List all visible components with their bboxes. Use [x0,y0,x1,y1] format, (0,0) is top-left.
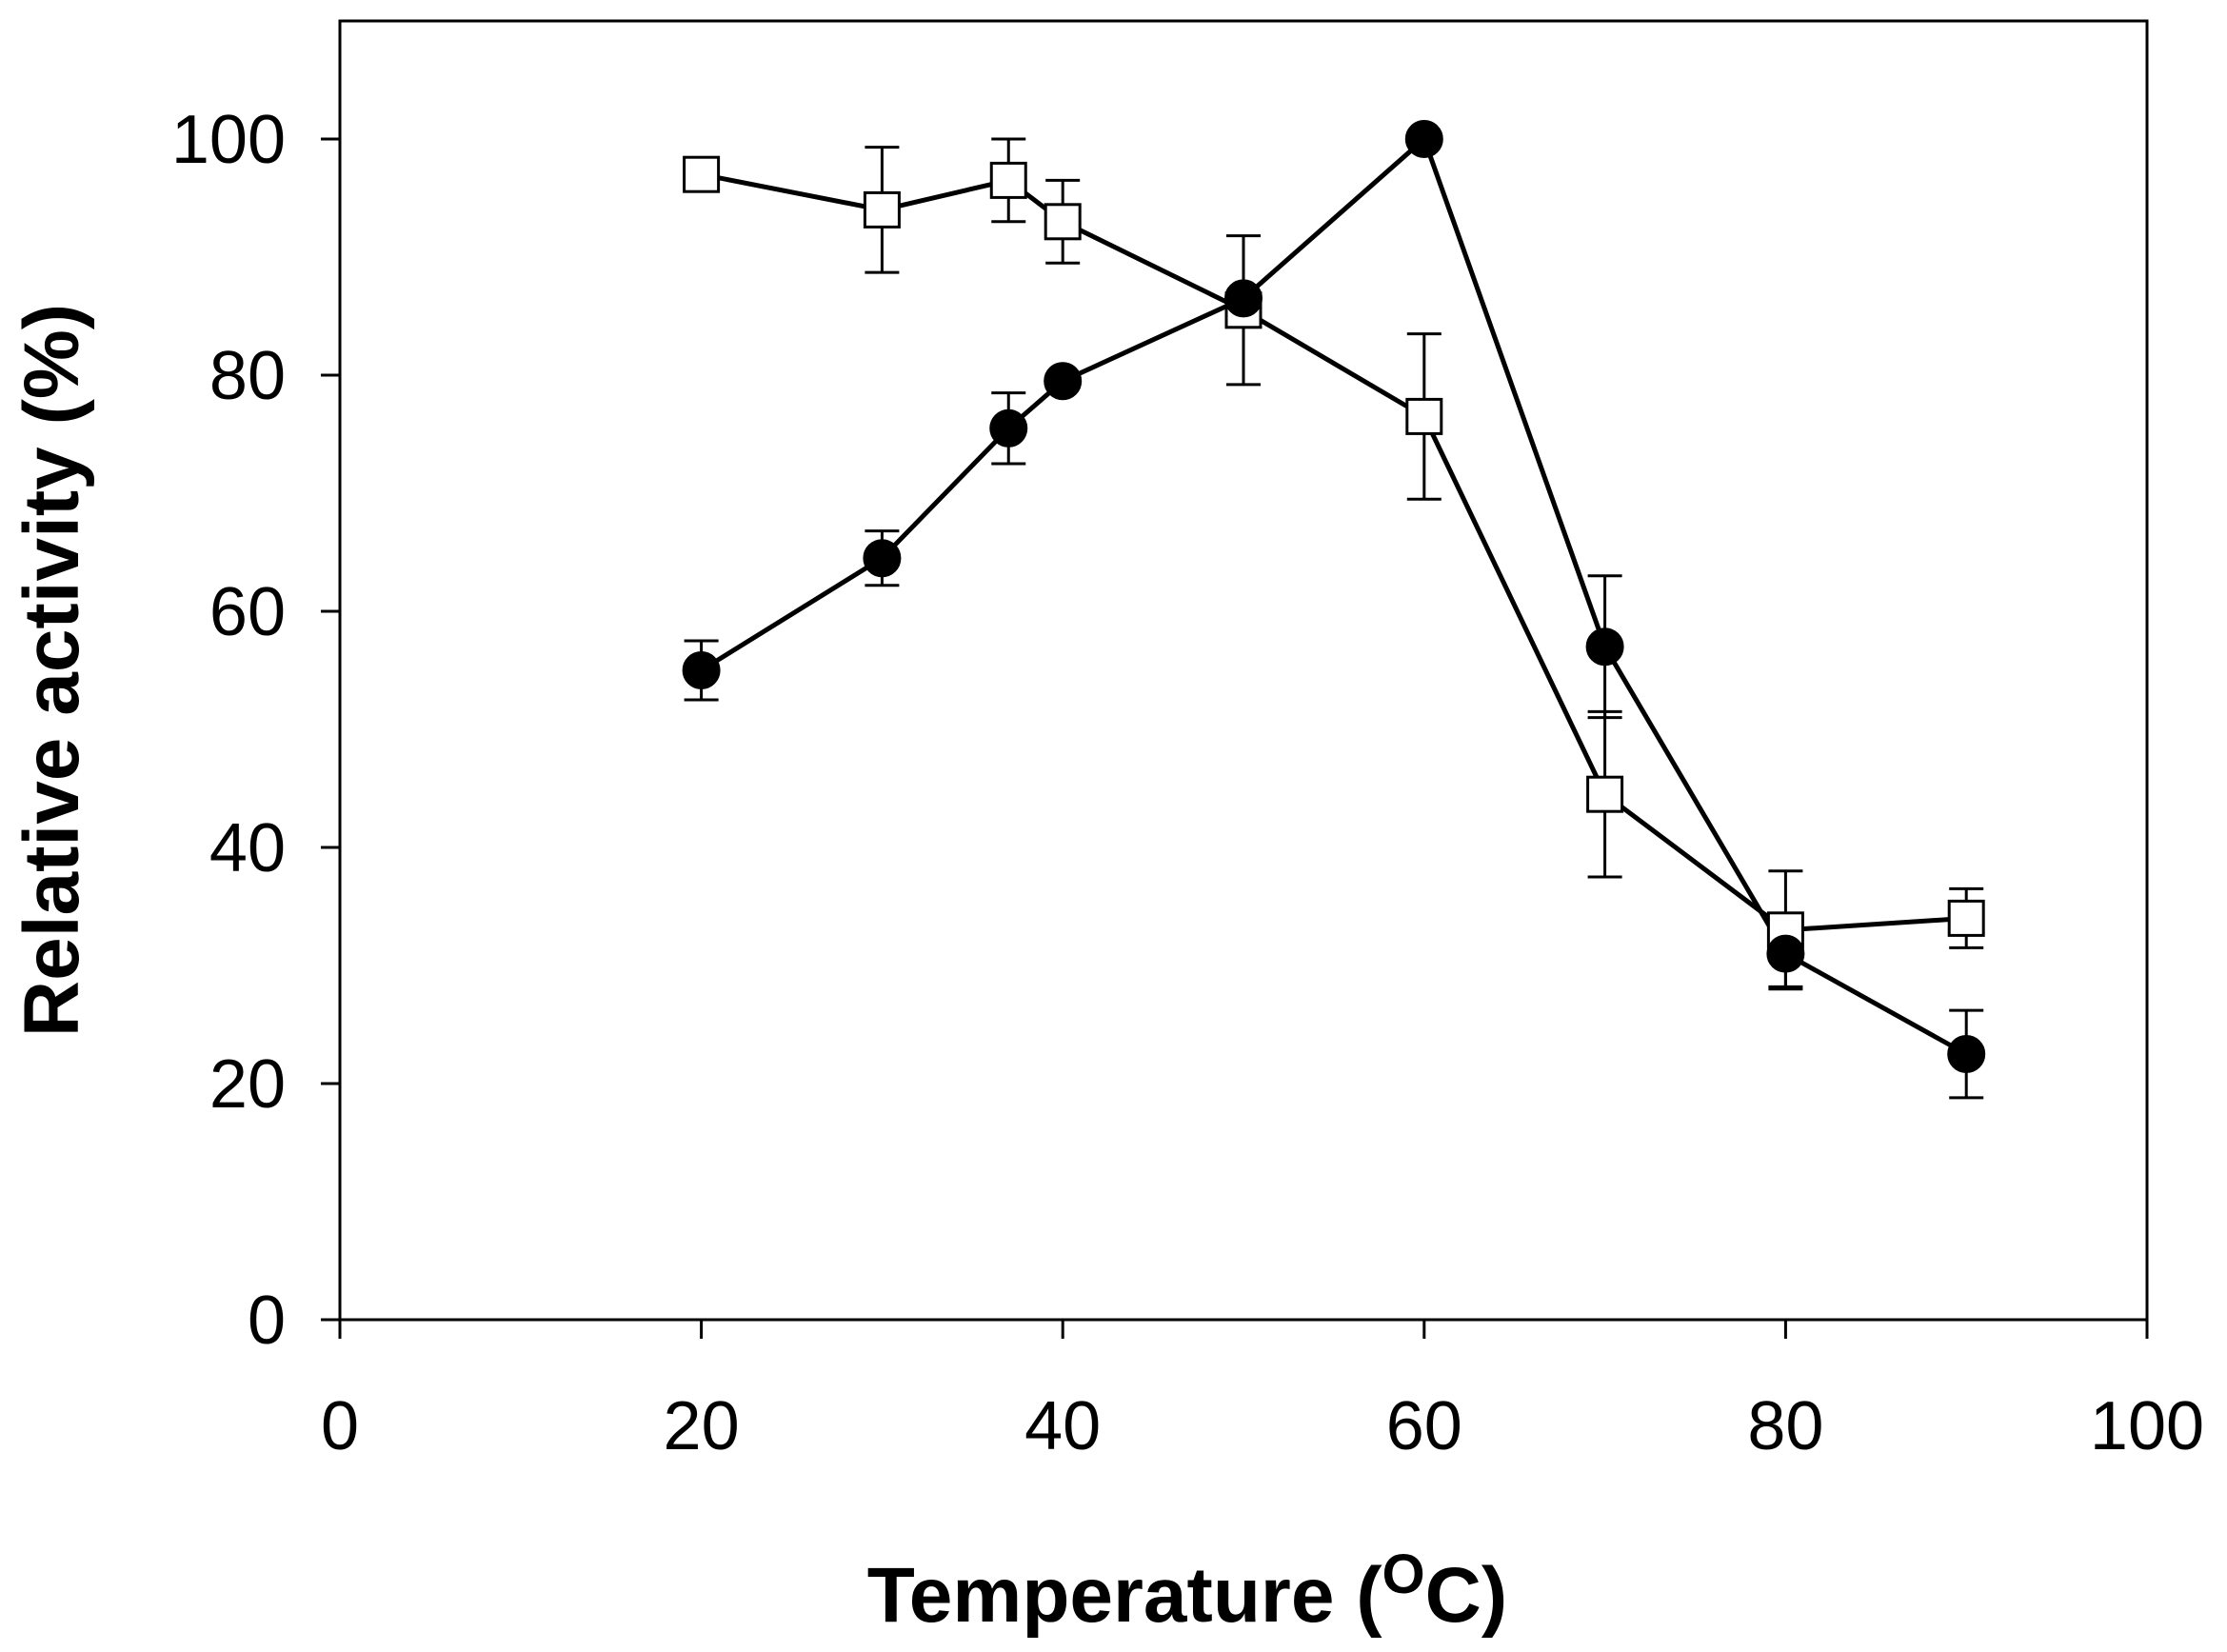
data-point-circle [1585,627,1624,667]
y-tick-label: 20 [209,1046,286,1123]
data-point-circle [1766,934,1805,973]
data-point-circle [863,539,902,578]
data-point-circle [682,651,721,689]
x-axis-title-unit: C) [1425,1552,1508,1639]
data-point-circle [1404,120,1443,158]
x-tick-label: 80 [1747,1388,1823,1464]
series-layer [682,120,1986,1100]
data-point-square [683,155,721,193]
data-point-circle [989,408,1028,448]
x-tick-label: 60 [1386,1388,1462,1464]
data-point-square [1044,203,1082,241]
data-point-square [1586,775,1624,813]
y-axis-ticks: 0 20 40 60 80 100 [171,102,340,1359]
data-point-circle [1224,279,1263,318]
x-axis-ticks: 0 20 40 60 80 100 [321,1320,2204,1464]
x-tick-label: 0 [321,1388,359,1464]
data-point-circle [1947,1035,1986,1073]
x-axis-title-main: Temperature ( [867,1552,1382,1639]
data-point-square [1405,397,1443,435]
series-1-markers [682,120,1986,1073]
x-tick-label: 40 [1024,1388,1101,1464]
y-tick-label: 100 [171,102,286,178]
y-tick-label: 60 [209,574,286,650]
plot-frame [338,19,2149,1322]
y-axis-title: Relative activity (%) [9,304,95,1037]
data-point-circle [1044,362,1083,401]
x-axis-title-superscript: O [1382,1543,1425,1605]
y-tick-label: 0 [248,1283,286,1359]
x-tick-label: 20 [664,1388,740,1464]
x-tick-label: 100 [2090,1388,2204,1464]
y-tick-label: 40 [209,810,286,886]
data-point-square [989,161,1027,199]
x-axis-title: Temperature (OC) [867,1543,1507,1639]
data-point-square [1947,899,1985,937]
data-point-square [863,190,901,229]
y-tick-label: 80 [209,338,286,414]
